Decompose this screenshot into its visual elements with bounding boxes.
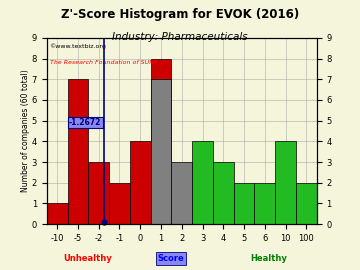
Text: Healthy: Healthy xyxy=(250,254,287,263)
Bar xyxy=(150,59,171,224)
Bar xyxy=(171,162,192,224)
Bar xyxy=(296,183,317,224)
Text: ©www.textbiz.org: ©www.textbiz.org xyxy=(50,43,106,49)
Text: Score: Score xyxy=(158,254,184,263)
Bar xyxy=(192,141,213,224)
Bar xyxy=(234,183,255,224)
Text: Z'-Score Histogram for EVOK (2016): Z'-Score Histogram for EVOK (2016) xyxy=(61,8,299,21)
Text: -1.2672: -1.2672 xyxy=(69,118,102,127)
Bar xyxy=(68,79,88,224)
Bar xyxy=(192,162,213,224)
Bar xyxy=(109,183,130,224)
Bar xyxy=(88,162,109,224)
Bar xyxy=(150,79,171,224)
Bar xyxy=(275,141,296,224)
Text: The Research Foundation of SUNY: The Research Foundation of SUNY xyxy=(50,60,157,65)
Bar xyxy=(255,183,275,224)
Text: Industry: Pharmaceuticals: Industry: Pharmaceuticals xyxy=(112,32,248,42)
Text: Unhealthy: Unhealthy xyxy=(63,254,112,263)
Bar xyxy=(47,203,68,224)
Bar xyxy=(130,141,150,224)
Bar xyxy=(213,162,234,224)
Y-axis label: Number of companies (60 total): Number of companies (60 total) xyxy=(21,70,30,192)
